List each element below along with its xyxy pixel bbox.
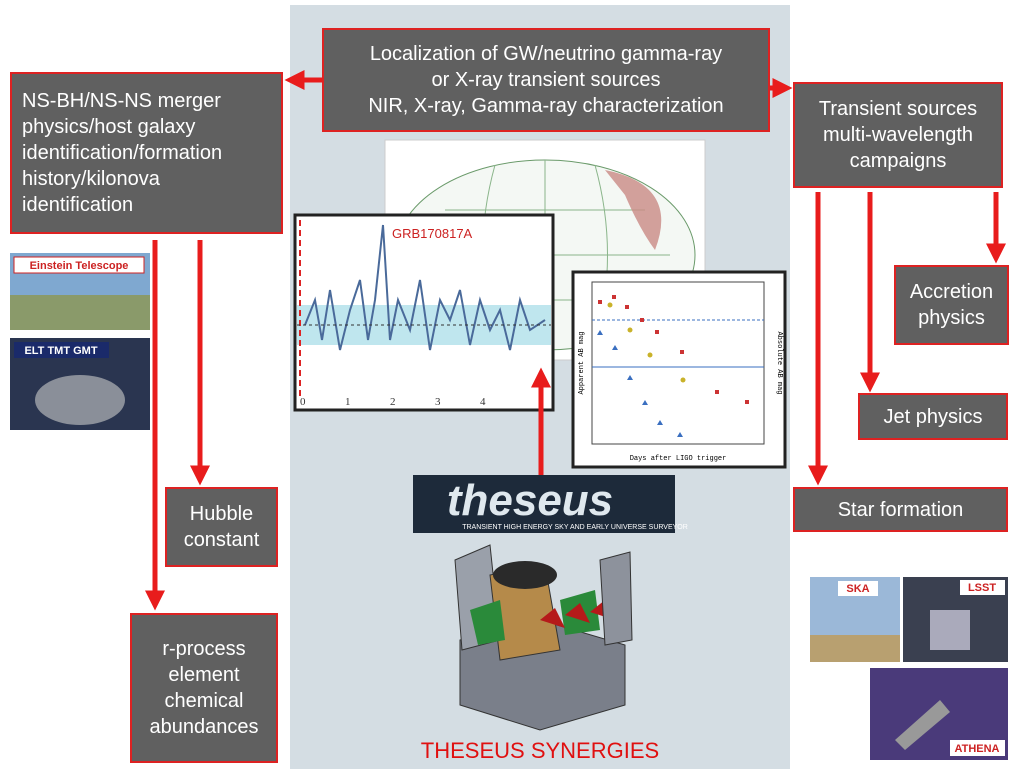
photo-label: ATHENA (954, 743, 999, 755)
box-text: physics/host galaxy (22, 116, 196, 138)
photo-label: ELT TMT GMT (24, 345, 97, 357)
logo-text: theseus (447, 476, 613, 525)
box-text: NS-BH/NS-NS merger (22, 90, 221, 112)
lsst-photo: LSST (903, 577, 1008, 662)
box-text: Localization of GW/neutrino gamma-ray (369, 43, 723, 65)
box-text: history/kilonova (22, 168, 160, 190)
star-formation-box: Star formation (793, 487, 1008, 532)
logo-tagline: TRANSIENT HIGH ENERGY SKY AND EARLY UNIV… (462, 524, 688, 531)
box-text: constant (183, 529, 260, 551)
photo-label: Einstein Telescope (30, 260, 129, 272)
einstein-telescope-photo: Einstein Telescope (10, 253, 150, 330)
tick-label: 2 (390, 396, 396, 408)
tick-label: 1 (345, 396, 351, 408)
tick-label: 3 (435, 396, 441, 408)
box-text: abundances (149, 716, 259, 738)
diagram-title: THESEUS SYNERGIES (420, 738, 660, 763)
box-text: Hubble (189, 503, 254, 525)
r-process-box: r-process element chemical abundances (130, 613, 278, 763)
box-text: Transient sources (818, 98, 978, 120)
box-text: Accretion (909, 281, 994, 303)
box-text: Star formation (837, 498, 964, 521)
theseus-logo: theseus TRANSIENT HIGH ENERGY SKY AND EA… (413, 475, 688, 533)
box-text: physics (918, 307, 985, 329)
tick-label: 4 (480, 396, 486, 408)
box-text: element (168, 664, 240, 686)
accretion-box: Accretion physics (894, 265, 1009, 345)
elt-photo: ELT TMT GMT (10, 338, 150, 430)
photo-label: SKA (846, 583, 869, 595)
box-text: multi-wavelength (822, 124, 974, 146)
grb-plot: GRB170817A 0 1 2 3 4 (293, 213, 555, 412)
spacecraft (454, 544, 633, 731)
plot-label: GRB170817A (392, 226, 473, 241)
hubble-box: Hubble constant (165, 487, 278, 567)
left-box: NS-BH/NS-NS merger physics/host galaxy i… (10, 72, 283, 234)
box-text: or X-ray transient sources (431, 69, 661, 91)
box-text: chemical (164, 690, 244, 712)
axis-label: Days after LIGO trigger (630, 455, 727, 463)
ska-photo: SKA (810, 577, 900, 662)
box-text: Jet physics (883, 405, 983, 428)
right-box: Transient sources multi-wavelength campa… (793, 82, 1003, 188)
box-text: identification/formation (22, 142, 223, 164)
box-text: identification (22, 194, 134, 216)
photo-label: LSST (968, 582, 996, 594)
box-text: r-process (162, 638, 246, 660)
box-text: NIR, X-ray, Gamma-ray characterization (368, 95, 724, 117)
athena-photo: ATHENA (870, 668, 1008, 760)
axis-label: Apparent AB mag (578, 331, 586, 394)
arrows (145, 70, 1006, 611)
tick-label: 0 (300, 396, 306, 408)
jet-box: Jet physics (858, 393, 1008, 440)
axis-label: Absolute AB mag (775, 331, 783, 394)
lightcurve-plot: Days after LIGO trigger Apparent AB mag … (571, 270, 787, 469)
center-box: Localization of GW/neutrino gamma-ray or… (322, 28, 770, 132)
box-text: campaigns (849, 150, 947, 172)
